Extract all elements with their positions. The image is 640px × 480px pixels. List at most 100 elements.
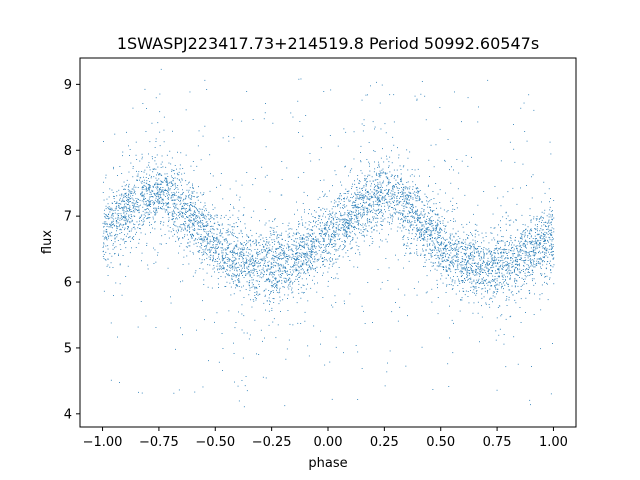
data-point <box>203 213 204 215</box>
data-point <box>374 126 376 128</box>
data-point <box>531 230 533 232</box>
data-point <box>141 220 142 222</box>
data-point <box>468 278 470 280</box>
data-point <box>461 268 463 270</box>
data-point <box>132 207 134 209</box>
data-point <box>503 262 505 263</box>
data-point <box>387 183 389 185</box>
data-point <box>205 231 207 233</box>
data-point <box>273 298 275 300</box>
data-point <box>126 194 127 196</box>
data-point <box>252 272 254 274</box>
data-point <box>551 244 552 246</box>
data-point <box>198 225 199 227</box>
data-point <box>550 214 552 216</box>
data-point <box>457 241 459 242</box>
data-point <box>449 337 450 339</box>
data-point <box>337 235 339 237</box>
data-point <box>276 291 278 293</box>
data-point <box>472 271 474 273</box>
data-point <box>365 192 367 194</box>
data-point <box>153 207 154 209</box>
data-point <box>287 274 288 276</box>
data-point <box>474 274 476 276</box>
data-point <box>495 339 497 341</box>
data-point <box>493 280 495 282</box>
data-point <box>503 252 505 254</box>
data-point <box>179 214 181 216</box>
data-point <box>459 271 461 273</box>
data-point <box>155 141 157 142</box>
data-point <box>235 267 237 268</box>
data-point <box>231 226 233 228</box>
data-point <box>192 202 194 204</box>
data-point <box>214 261 216 263</box>
data-point <box>417 210 418 212</box>
data-point <box>462 267 464 268</box>
data-point <box>183 204 185 206</box>
data-point <box>472 244 474 246</box>
data-point <box>549 222 551 224</box>
data-point <box>300 272 302 274</box>
data-point <box>143 214 145 216</box>
data-point <box>155 210 157 212</box>
data-point <box>507 271 509 273</box>
data-point <box>339 197 341 199</box>
data-point <box>513 244 515 246</box>
data-point <box>455 255 456 257</box>
data-point <box>523 230 525 231</box>
data-point <box>285 358 287 360</box>
data-point <box>465 252 467 254</box>
data-point <box>544 276 546 278</box>
data-point <box>436 231 438 233</box>
data-point <box>122 216 124 217</box>
data-point <box>236 275 238 276</box>
data-point <box>154 194 156 196</box>
data-point <box>269 249 270 251</box>
data-point <box>102 247 104 248</box>
data-point <box>317 238 319 240</box>
data-point <box>232 214 234 216</box>
data-point <box>421 225 423 227</box>
data-point <box>348 226 350 228</box>
data-point <box>505 279 506 281</box>
data-point <box>397 288 399 290</box>
data-point <box>385 189 387 190</box>
data-point <box>366 181 368 183</box>
data-point <box>302 234 304 236</box>
data-point <box>348 235 350 237</box>
data-point <box>493 227 495 229</box>
data-point <box>278 292 280 294</box>
data-point <box>232 278 233 280</box>
data-point <box>173 218 174 220</box>
data-point <box>289 278 291 280</box>
data-point <box>303 256 305 258</box>
data-point <box>117 218 119 220</box>
data-point <box>344 166 346 168</box>
data-point <box>443 252 445 253</box>
data-point <box>188 245 190 247</box>
data-point <box>153 204 154 206</box>
data-point <box>133 202 135 204</box>
data-point <box>337 198 338 200</box>
data-point <box>276 280 278 282</box>
data-point <box>536 218 538 220</box>
data-point <box>356 196 358 198</box>
data-point <box>340 227 342 229</box>
data-point <box>376 192 378 194</box>
data-point <box>233 260 235 261</box>
data-point <box>126 210 128 211</box>
data-point <box>332 306 334 308</box>
data-point <box>450 235 452 237</box>
data-point <box>290 280 292 282</box>
data-point <box>536 234 538 236</box>
data-point <box>540 242 542 244</box>
data-point <box>107 218 109 219</box>
data-point <box>105 208 107 210</box>
data-point <box>112 203 113 204</box>
data-point <box>451 319 453 321</box>
data-point <box>248 264 250 266</box>
data-point <box>494 261 496 263</box>
data-point <box>347 216 349 218</box>
data-point <box>307 195 308 197</box>
